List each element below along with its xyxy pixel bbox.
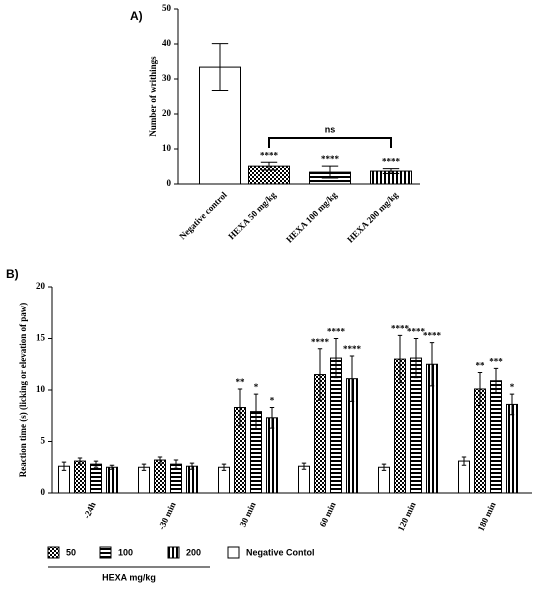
x-tick-label: -30 min [156, 500, 177, 531]
legend-group-label: HEXA mg/kg [102, 572, 156, 582]
significance: * [270, 396, 275, 406]
error-bar [189, 462, 195, 470]
error-bar [269, 407, 275, 429]
y-tick-label: 0 [167, 178, 172, 188]
significance: * [254, 382, 259, 392]
y-tick-label: 0 [41, 487, 46, 497]
error-bar [301, 462, 307, 470]
legend-swatch [167, 546, 180, 559]
y-axis-label: Reaction time (s) (licking or elevation … [18, 303, 28, 478]
x-tick-label: HEXA 50 mg/kg [226, 189, 278, 241]
x-tick-label: Negative control [177, 189, 229, 241]
bar [506, 403, 518, 494]
error-bar [109, 464, 115, 470]
x-tick-label: HEXA 100 mg/kg [284, 189, 339, 244]
error-bar [157, 456, 163, 464]
x-tick-label: HEXA 200 mg/kg [345, 189, 400, 244]
significance: **** [343, 344, 362, 354]
y-tick-label: 5 [41, 436, 46, 446]
error-bar [493, 367, 499, 394]
error-bar [221, 463, 227, 471]
legend-label: Negative Contol [246, 547, 315, 557]
legend-label: 100 [118, 547, 133, 557]
x-tick-label: 180 min [476, 500, 498, 532]
significance: ** [236, 377, 246, 387]
bar [266, 417, 278, 494]
panel-label: B) [6, 267, 19, 281]
error-bar [321, 165, 339, 179]
error-bar [349, 355, 355, 402]
x-tick-label: 30 min [238, 500, 258, 528]
bar [458, 460, 470, 494]
y-tick-label: 15 [36, 333, 46, 343]
significance: **** [382, 157, 401, 167]
error-bar [77, 457, 83, 465]
y-tick-label: 20 [162, 108, 172, 118]
x-tick-label: 60 min [318, 500, 338, 528]
legend-swatch [99, 546, 112, 559]
y-axis-label: Number of writhings [148, 56, 158, 137]
y-tick-label: 20 [36, 281, 46, 291]
significance: **** [260, 150, 279, 160]
y-tick-label: 40 [162, 38, 172, 48]
error-bar [253, 393, 259, 430]
error-bar [211, 43, 229, 92]
significance: **** [407, 327, 426, 337]
error-bar [477, 371, 483, 406]
significance: * [510, 382, 515, 392]
error-bar [260, 161, 278, 171]
bar [138, 466, 150, 494]
significance: ** [476, 361, 486, 371]
significance: **** [321, 154, 340, 164]
error-bar [382, 168, 400, 174]
y-tick-label: 10 [36, 384, 46, 394]
error-bar [333, 338, 339, 379]
bar [378, 466, 390, 494]
error-bar [413, 338, 419, 379]
error-bar [173, 459, 179, 469]
significance: **** [391, 323, 410, 333]
error-bar [93, 460, 99, 468]
legend-swatch [227, 546, 240, 559]
bracket [268, 137, 392, 148]
bar [218, 466, 230, 494]
bar [154, 459, 166, 494]
error-bar [509, 393, 515, 416]
error-bar [381, 463, 387, 471]
y-tick-label: 50 [162, 3, 172, 13]
bar [410, 357, 422, 494]
error-bar [397, 334, 403, 384]
significance: **** [423, 331, 442, 341]
error-bar [61, 461, 67, 471]
significance: **** [327, 327, 346, 337]
bar [330, 357, 342, 494]
error-bar [317, 348, 323, 401]
significance: **** [311, 337, 330, 347]
legend-label: 50 [66, 547, 76, 557]
bar [490, 380, 502, 494]
error-bar [237, 388, 243, 427]
bracket-label: ns [325, 124, 336, 134]
significance: *** [489, 356, 503, 366]
bar [106, 466, 118, 494]
bar [186, 465, 198, 494]
panel-label: A) [130, 9, 143, 23]
y-tick-label: 30 [162, 73, 172, 83]
bar [298, 465, 310, 494]
y-tick-label: 10 [162, 143, 172, 153]
bar [90, 463, 102, 494]
error-bar [461, 456, 467, 466]
error-bar [429, 342, 435, 387]
x-tick-label: -24h [81, 500, 97, 520]
legend-swatch [47, 546, 60, 559]
legend-label: 200 [186, 547, 201, 557]
x-tick-label: 120 min [396, 500, 418, 532]
bar [74, 460, 86, 494]
error-bar [141, 463, 147, 471]
